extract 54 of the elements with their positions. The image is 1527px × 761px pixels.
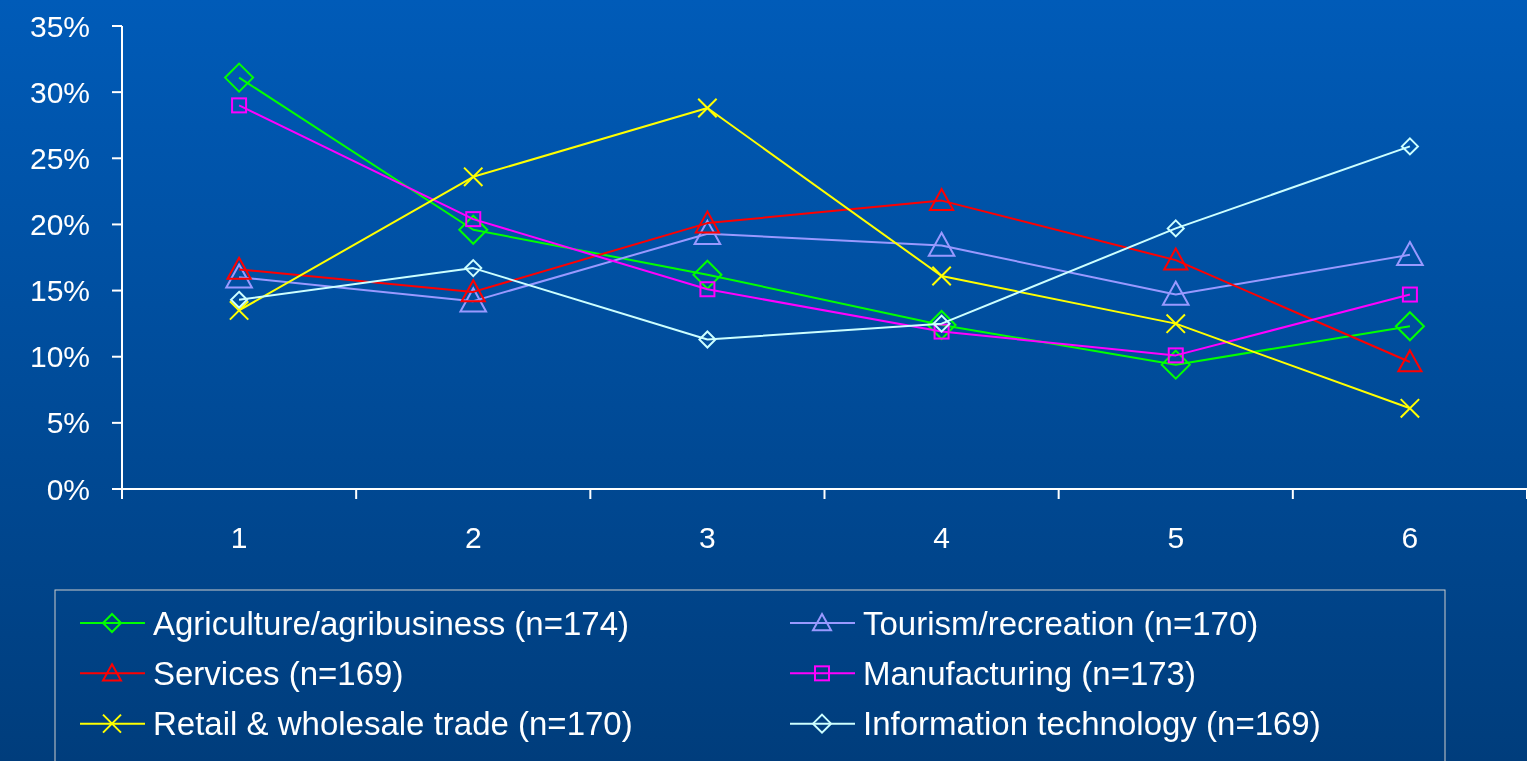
point bbox=[694, 210, 721, 234]
y-tick-label: 20% bbox=[29, 207, 90, 241]
point bbox=[1167, 347, 1184, 364]
legend-label: Agriculture/agribusiness (n=174) bbox=[153, 604, 630, 642]
point bbox=[459, 287, 488, 313]
point bbox=[1394, 311, 1425, 342]
point bbox=[697, 97, 718, 119]
point bbox=[693, 219, 722, 245]
point bbox=[1165, 313, 1186, 334]
point bbox=[228, 300, 250, 321]
point bbox=[226, 256, 252, 280]
point bbox=[1399, 398, 1421, 419]
point bbox=[928, 188, 955, 211]
x-tick-label: 1 bbox=[230, 521, 248, 554]
y-tick-label: 0% bbox=[46, 472, 90, 506]
point bbox=[1396, 241, 1424, 267]
point bbox=[231, 97, 248, 114]
point bbox=[1161, 280, 1190, 306]
point bbox=[465, 211, 482, 228]
point bbox=[692, 259, 723, 290]
point bbox=[464, 259, 483, 278]
point bbox=[1160, 349, 1191, 380]
point bbox=[927, 231, 956, 257]
x-tick-label: 3 bbox=[699, 521, 716, 554]
point bbox=[463, 166, 484, 188]
y-tick-label: 35% bbox=[29, 9, 90, 43]
point bbox=[1400, 137, 1419, 156]
point bbox=[230, 290, 249, 309]
legend-label: Information technology (n=169) bbox=[863, 705, 1321, 743]
point bbox=[1163, 247, 1189, 271]
point bbox=[225, 263, 253, 289]
y-tick-label: 10% bbox=[29, 340, 90, 374]
point bbox=[1166, 219, 1185, 238]
point bbox=[926, 309, 957, 340]
legend-label: Tourism/recreation (n=170) bbox=[863, 604, 1259, 642]
y-tick-label: 5% bbox=[46, 406, 90, 440]
point bbox=[458, 214, 489, 245]
point bbox=[1397, 349, 1423, 373]
y-tick-label: 15% bbox=[29, 274, 90, 308]
legend-label: Services (n=169) bbox=[153, 654, 404, 692]
y-tick-label: 25% bbox=[29, 141, 90, 175]
point bbox=[224, 62, 255, 93]
x-tick-label: 2 bbox=[464, 521, 482, 554]
y-tick-label: 30% bbox=[29, 75, 90, 109]
point bbox=[698, 330, 717, 349]
x-tick-label: 5 bbox=[1167, 521, 1185, 554]
point bbox=[1401, 286, 1418, 303]
x-tick-label: 4 bbox=[933, 521, 950, 554]
point bbox=[931, 265, 952, 287]
point bbox=[460, 279, 486, 303]
x-tick-label: 6 bbox=[1401, 521, 1419, 554]
point bbox=[699, 281, 716, 298]
legend-label: Retail & wholesale trade (n=170) bbox=[153, 705, 633, 743]
legend-label: Manufacturing (n=173) bbox=[863, 654, 1196, 692]
